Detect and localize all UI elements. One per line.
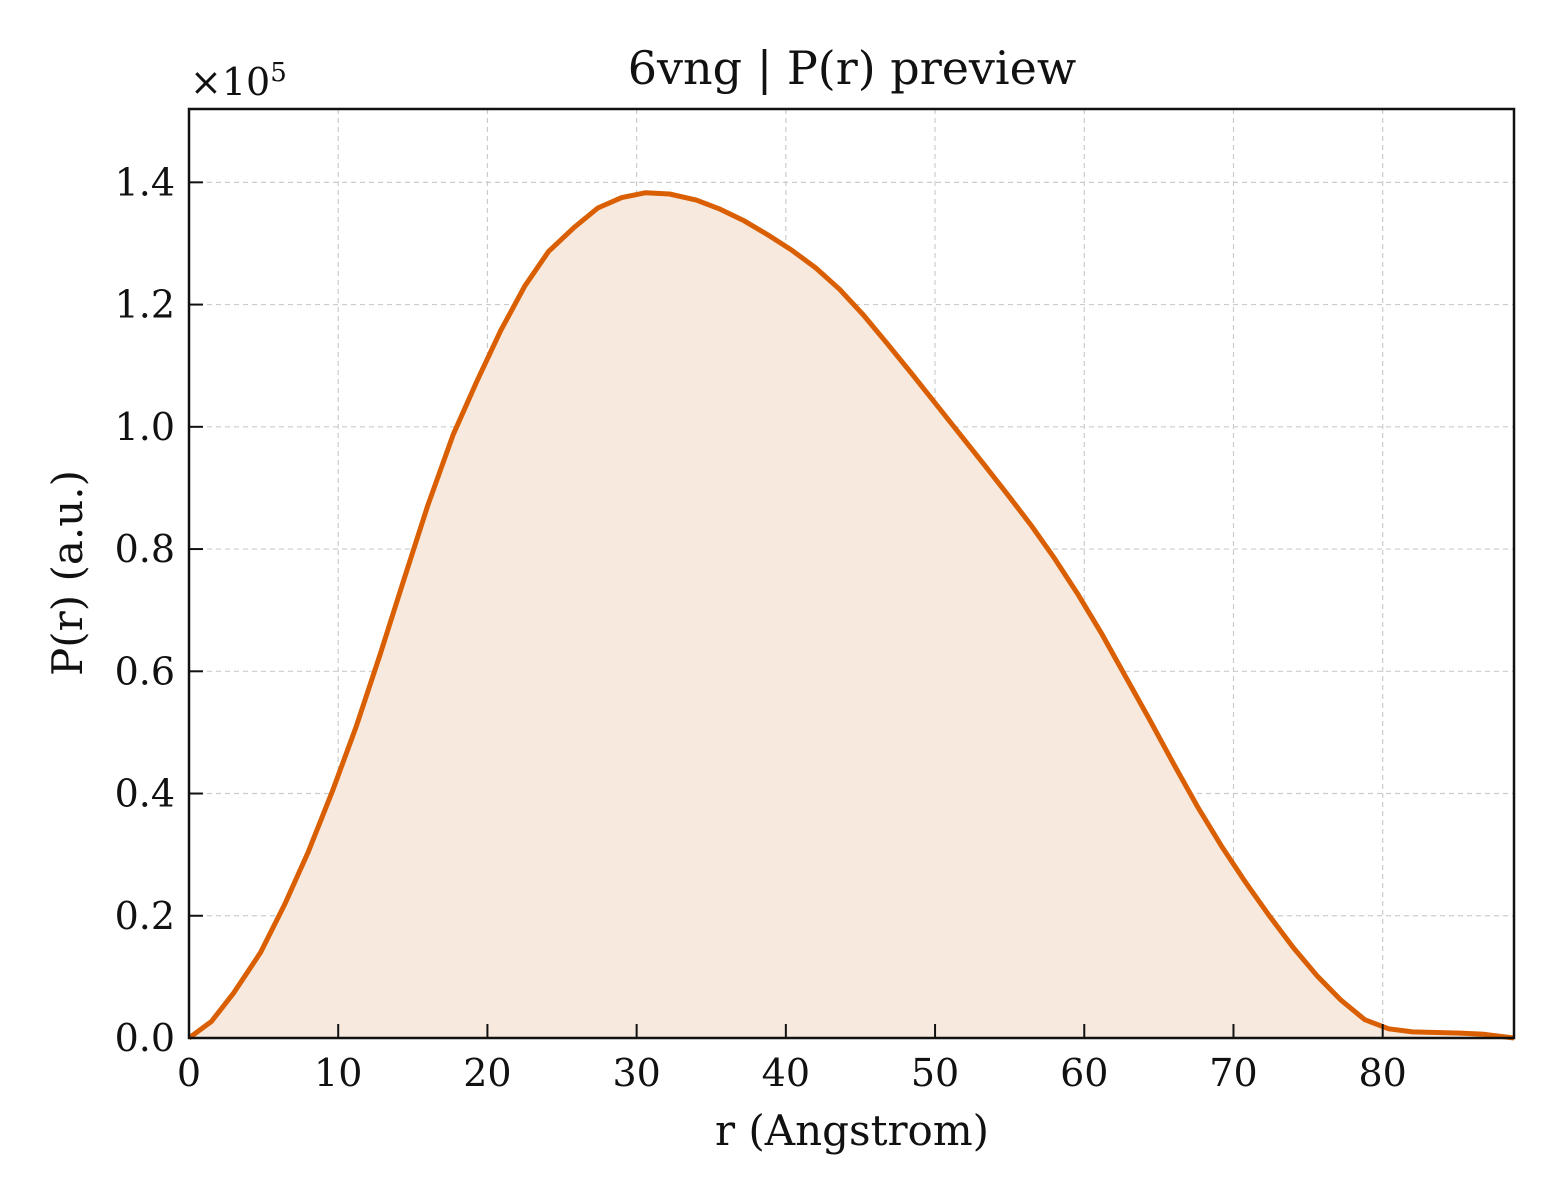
x-tick-label: 40 [762,1051,810,1095]
plot-frame [187,107,1516,1040]
x-tick-label: 30 [612,1051,660,1095]
x-tick-label: 10 [314,1051,362,1095]
y-tick-label: 0.0 [115,1016,175,1060]
y-tick-label: 1.2 [115,283,175,327]
y-tick-label: 0.8 [115,527,175,571]
chart-title: 6vng | P(r) preview [628,41,1076,95]
x-axis-label: r (Angstrom) [715,1106,989,1155]
x-tick-label: 60 [1060,1051,1108,1095]
y-tick-label: 0.4 [115,772,175,816]
x-axis: 0 10 20 30 40 50 60 70 80 [177,1024,1407,1095]
x-tick-label: 50 [911,1051,959,1095]
y-axis-label: P(r) (a.u.) [43,470,92,676]
pr-series-line [187,190,1515,1041]
x-tick-label: 0 [177,1051,201,1095]
y-tick-label: 0.6 [115,649,175,693]
y-tick-label: 0.2 [115,894,175,938]
x-tick-label: 20 [463,1051,511,1095]
y-axis-multiplier-exponent: 5 [270,58,287,88]
y-axis-multiplier: ×105 [190,58,287,104]
x-tick-label: 80 [1359,1051,1407,1095]
x-tick-label: 70 [1209,1051,1257,1095]
y-tick-label: 1.0 [115,405,175,449]
pr-area-fill [189,192,1514,1038]
y-axis-multiplier-base: ×10 [190,60,270,104]
y-tick-label: 1.4 [115,160,175,204]
y-axis: 0.0 0.2 0.4 0.6 0.8 1.0 1.2 1.4 [115,160,203,1060]
